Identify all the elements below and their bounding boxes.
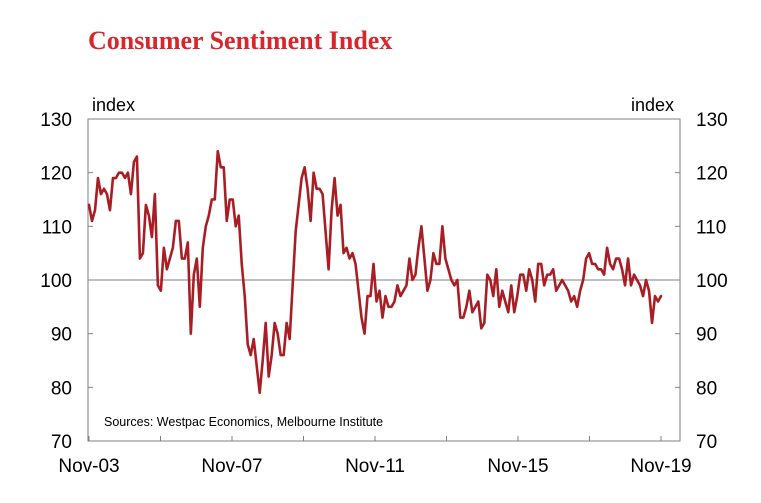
y-tick-label-right-80: 80 [696,378,717,399]
series-line-consumer-sentiment [87,149,663,394]
y-tick-label-right-120: 120 [696,164,728,185]
y-tick-label-right-100: 100 [696,271,728,292]
y-tick-label-left-110: 110 [42,217,72,238]
x-tick-label-Nov-15: Nov-15 [487,456,548,477]
y-tick-label-left-120: 120 [40,164,72,185]
x-tick-label-Nov-03: Nov-03 [58,456,119,477]
y-ticks-right: 70 80 90 100 110 120 130 [675,110,728,453]
y-tick-label-right-90: 90 [696,325,717,346]
y-tick-label-right-130: 130 [696,110,728,131]
chart-title: Consumer Sentiment Index [88,26,393,55]
y-tick-label-left-80: 80 [51,378,72,399]
y-tick-label-left-130: 130 [40,110,72,131]
source-note: Sources: Westpac Economics, Melbourne In… [104,415,383,429]
y-tick-label-left-70: 70 [51,432,72,453]
x-tick-label-Nov-07: Nov-07 [201,456,262,477]
x-tick-label-Nov-19: Nov-19 [630,456,691,477]
x-ticks: Nov-03 Nov-07 Nov-11 Nov-15 Nov-19 [58,436,692,477]
y-tick-label-right-110: 110 [696,217,726,238]
y-tick-label-left-100: 100 [40,271,72,292]
y-axis-label-left: index [92,95,135,115]
plot-area [87,118,681,442]
y-tick-label-right-70: 70 [696,432,717,453]
y-axis-label-right: index [631,95,674,115]
y-ticks-left: 70 80 90 100 110 120 130 [40,110,93,453]
y-tick-label-left-90: 90 [51,325,72,346]
x-tick-label-Nov-11: Nov-11 [345,456,405,477]
